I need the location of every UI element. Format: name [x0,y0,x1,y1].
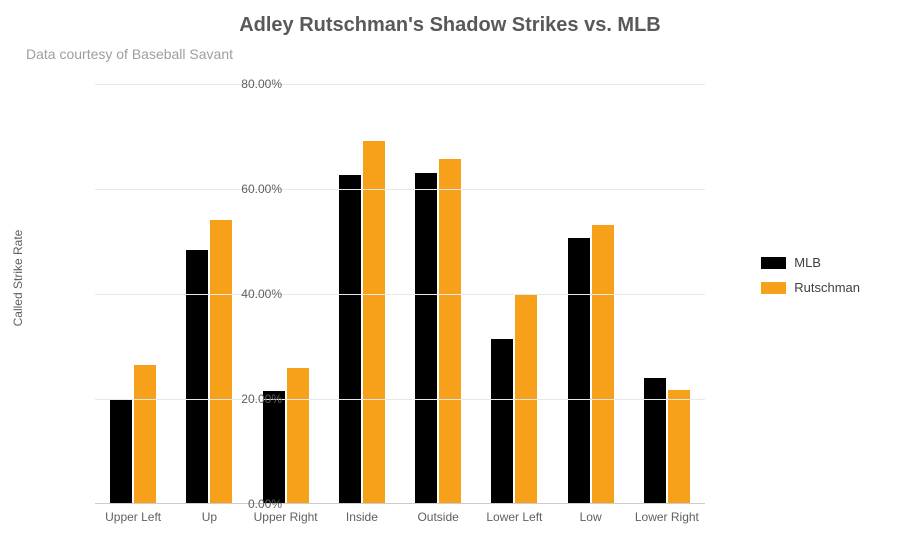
legend: MLB Rutschman [761,255,860,305]
legend-item: Rutschman [761,280,860,295]
y-axis-label: Called Strike Rate [11,229,25,326]
legend-label: Rutschman [794,280,860,295]
chart-title: Adley Rutschman's Shadow Strikes vs. MLB [0,14,900,37]
x-tick-label: Upper Right [254,510,318,524]
bar-mlb [263,391,285,503]
bar-mlb [568,238,590,503]
bar-rutschman [363,141,385,503]
legend-item: MLB [761,255,860,270]
bar-rutschman [439,159,461,503]
bar-rutschman [287,368,309,503]
bar-mlb [339,175,361,503]
gridline [95,189,705,190]
x-tick-label: Up [202,510,217,524]
legend-swatch [761,282,786,294]
bar-rutschman [210,220,232,504]
y-tick-label: 80.00% [241,77,282,91]
bar-mlb [415,173,437,503]
bar-rutschman [592,225,614,503]
x-tick-label: Low [580,510,602,524]
y-tick-label: 0.00% [248,497,282,511]
x-tick-label: Lower Right [635,510,699,524]
bar-mlb [491,339,513,503]
chart-container: Adley Rutschman's Shadow Strikes vs. MLB… [0,0,900,555]
chart-subtitle: Data courtesy of Baseball Savant [26,46,233,62]
bar-mlb [186,250,208,503]
gridline [95,84,705,85]
x-tick-label: Lower Left [486,510,542,524]
y-tick-label: 20.00% [241,392,282,406]
x-tick-label: Upper Left [105,510,161,524]
gridline [95,294,705,295]
x-tick-label: Inside [346,510,378,524]
x-tick-label: Outside [417,510,458,524]
plot-area [95,84,705,504]
bar-mlb [644,378,666,503]
legend-label: MLB [794,255,821,270]
bar-rutschman [668,390,690,503]
gridline [95,399,705,400]
y-tick-label: 60.00% [241,182,282,196]
bar-mlb [110,399,132,503]
bar-rutschman [134,365,156,503]
legend-swatch [761,257,786,269]
y-tick-label: 40.00% [241,287,282,301]
